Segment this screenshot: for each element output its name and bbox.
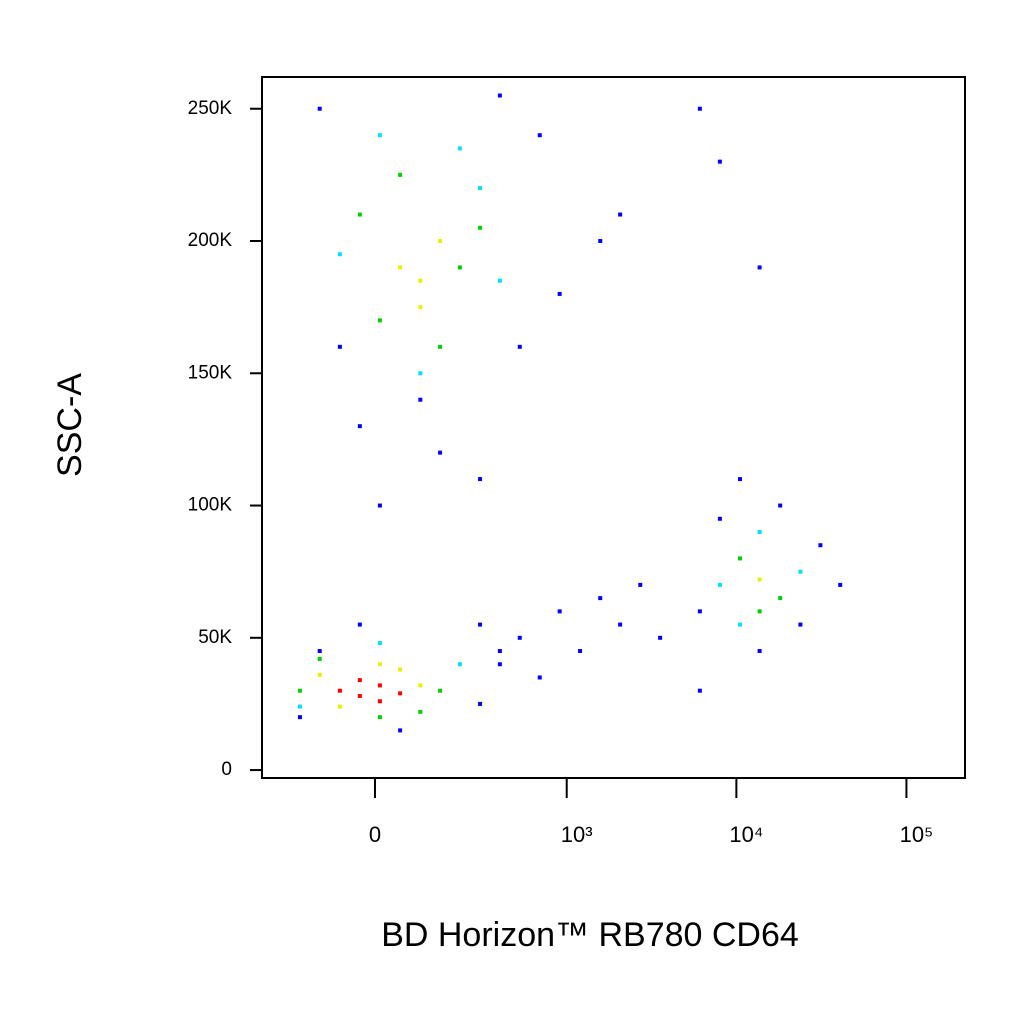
point — [457, 265, 462, 270]
point — [438, 688, 443, 693]
point — [497, 649, 502, 654]
point — [737, 556, 742, 561]
point — [497, 93, 502, 98]
point — [517, 635, 522, 640]
point — [418, 683, 423, 688]
point — [377, 683, 382, 688]
point — [398, 172, 403, 177]
point — [357, 693, 362, 698]
point — [537, 133, 542, 138]
point — [418, 709, 423, 714]
point — [398, 691, 403, 696]
x-tick-label: 10⁴ — [729, 822, 763, 847]
point — [377, 699, 382, 704]
point — [457, 146, 462, 151]
point — [737, 622, 742, 627]
point — [438, 344, 443, 349]
point — [337, 688, 342, 693]
y-tick-label: 50K — [198, 627, 232, 648]
point — [818, 543, 823, 548]
point — [438, 450, 443, 455]
point — [737, 477, 742, 482]
y-tick-label: 200K — [188, 230, 233, 251]
point — [418, 305, 423, 310]
y-tick-label: 250K — [188, 98, 233, 119]
point — [297, 704, 302, 709]
x-axis-label: BD Horizon™ RB780 CD64 — [381, 916, 799, 954]
point — [537, 675, 542, 680]
point — [497, 278, 502, 283]
point — [457, 662, 462, 667]
point — [757, 609, 762, 614]
point — [297, 715, 302, 720]
point — [357, 212, 362, 217]
x-tick-label: 10³ — [561, 822, 593, 847]
point — [377, 641, 382, 646]
point — [757, 577, 762, 582]
point — [418, 371, 423, 376]
point — [517, 344, 522, 349]
point — [398, 265, 403, 270]
point — [697, 609, 702, 614]
point — [717, 516, 722, 521]
point — [717, 582, 722, 587]
point — [377, 318, 382, 323]
point — [317, 106, 322, 111]
point — [377, 133, 382, 138]
point — [377, 715, 382, 720]
point — [798, 569, 803, 574]
point — [757, 529, 762, 534]
point — [337, 704, 342, 709]
point — [297, 688, 302, 693]
point — [697, 688, 702, 693]
x-tick-label: 0 — [369, 822, 381, 847]
point — [717, 159, 722, 164]
point — [578, 649, 583, 654]
point — [357, 622, 362, 627]
point — [478, 622, 483, 627]
point — [757, 649, 762, 654]
point — [478, 477, 483, 482]
y-tick-label: 100K — [188, 495, 233, 516]
point — [377, 503, 382, 508]
point — [838, 582, 843, 587]
y-tick-label: 150K — [188, 362, 233, 383]
point — [357, 678, 362, 683]
plot-frame — [261, 76, 966, 779]
point — [497, 662, 502, 667]
y-tick-label: 0 — [221, 759, 232, 780]
point — [337, 344, 342, 349]
point — [377, 662, 382, 667]
point — [418, 397, 423, 402]
point — [317, 649, 322, 654]
point — [598, 596, 603, 601]
point — [778, 596, 783, 601]
y-axis-label: SSC-A — [51, 373, 89, 477]
point — [357, 424, 362, 429]
point — [337, 252, 342, 257]
point — [598, 239, 603, 244]
point — [398, 728, 403, 733]
point — [557, 609, 562, 614]
point — [478, 225, 483, 230]
point — [618, 622, 623, 627]
point — [418, 278, 423, 283]
point — [317, 672, 322, 677]
point — [697, 106, 702, 111]
point — [557, 291, 562, 296]
point — [757, 265, 762, 270]
point — [658, 635, 663, 640]
point — [317, 656, 322, 661]
point — [398, 667, 403, 672]
point — [618, 212, 623, 217]
point — [438, 239, 443, 244]
point — [638, 582, 643, 587]
point — [478, 186, 483, 191]
x-tick-label: 10⁵ — [900, 822, 934, 847]
point — [478, 701, 483, 706]
point — [798, 622, 803, 627]
point — [778, 503, 783, 508]
